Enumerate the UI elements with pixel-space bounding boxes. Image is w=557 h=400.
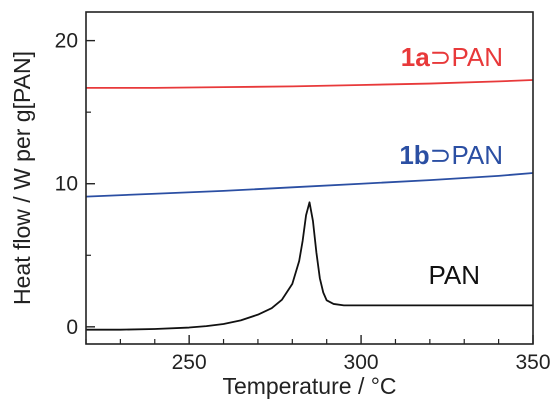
y-axis-title: Heat flow / W per g[PAN] xyxy=(9,51,35,305)
series-line-1 xyxy=(85,172,534,198)
series-label-2: PAN xyxy=(428,260,480,290)
x-axis-title: Temperature / °C xyxy=(222,373,396,399)
y-tick-label: 0 xyxy=(66,316,78,339)
series-label-0: 1a⊃PAN xyxy=(401,42,503,72)
series-label-symbol: ⊃ xyxy=(430,140,452,170)
x-tick-label: 300 xyxy=(344,351,379,374)
y-tick-label: 20 xyxy=(55,30,78,53)
y-tick-label: 10 xyxy=(55,173,78,196)
series-line-0 xyxy=(86,79,534,89)
series-label-symbol: ⊃ xyxy=(430,42,452,72)
series-label-suffix: PAN xyxy=(451,140,503,170)
x-tick-label: 350 xyxy=(515,351,550,374)
series-label-suffix: PAN xyxy=(451,42,503,72)
series-label-prefix: 1b xyxy=(399,140,429,170)
series-line-2 xyxy=(86,201,533,331)
plot-frame xyxy=(85,11,534,345)
series-label-1: 1b⊃PAN xyxy=(399,140,503,170)
ticks-layer: 250 300 350 0 10 20 xyxy=(55,30,551,374)
series-label-prefix: 1a xyxy=(401,42,430,72)
x-tick-label: 250 xyxy=(172,351,207,374)
series-layer xyxy=(85,79,534,331)
series-label-suffix: PAN xyxy=(428,260,480,290)
